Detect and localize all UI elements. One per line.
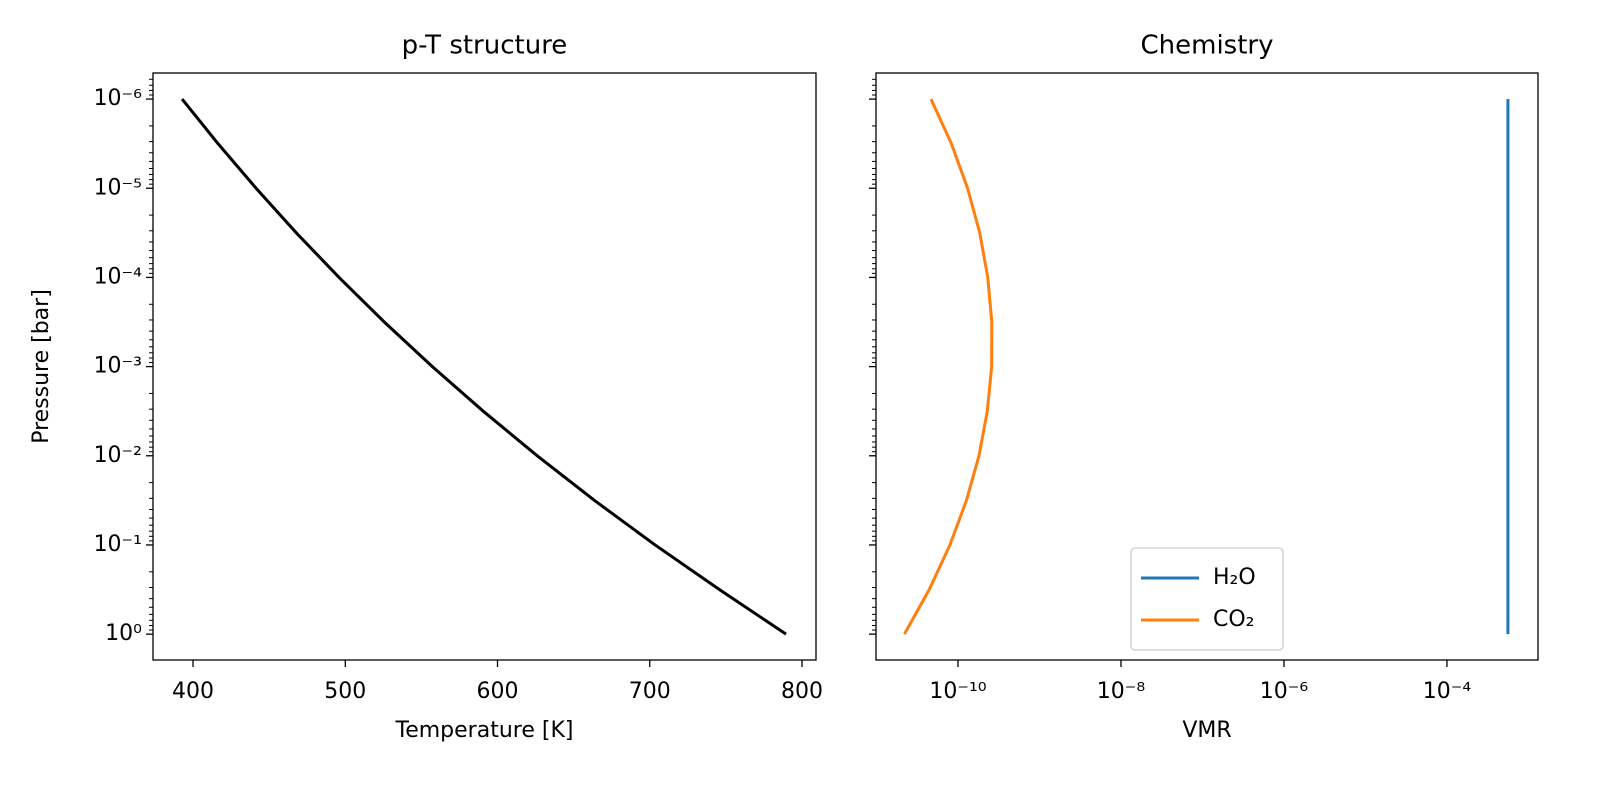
y-tick-label: 10⁻⁵ bbox=[94, 175, 142, 200]
chart-title: Chemistry bbox=[1141, 31, 1274, 61]
legend-label: CO₂ bbox=[1213, 607, 1255, 632]
axes-frame bbox=[152, 72, 817, 661]
y-tick-label: 10⁻³ bbox=[94, 354, 142, 379]
x-tick-label: 500 bbox=[324, 679, 366, 704]
series-line bbox=[903, 98, 994, 635]
x-tick-label: 10⁻⁶ bbox=[1260, 679, 1309, 704]
x-tick-label: 10⁻¹⁰ bbox=[929, 679, 986, 704]
chart-title: p-T structure bbox=[402, 31, 568, 61]
x-tick-label: 400 bbox=[172, 679, 214, 704]
x-tick-label: 700 bbox=[629, 679, 671, 704]
y-tick-label: 10⁻⁶ bbox=[94, 86, 143, 111]
x-tick-label: 800 bbox=[781, 679, 823, 704]
x-tick-label: 600 bbox=[477, 679, 519, 704]
x-axis-label: Temperature [K] bbox=[395, 718, 574, 743]
y-tick-label: 10⁰ bbox=[105, 621, 142, 646]
y-tick-label: 10⁻¹ bbox=[94, 532, 142, 557]
axes-frame bbox=[875, 72, 1539, 661]
series-line bbox=[180, 98, 787, 636]
legend-box bbox=[1130, 547, 1284, 651]
x-axis-label: VMR bbox=[1182, 718, 1231, 743]
y-axis-label: Pressure [bar] bbox=[29, 289, 54, 444]
y-tick-label: 10⁻⁴ bbox=[94, 264, 143, 289]
y-tick-label: 10⁻² bbox=[94, 443, 142, 468]
legend-label: H₂O bbox=[1213, 565, 1256, 590]
x-tick-label: 10⁻⁴ bbox=[1423, 679, 1472, 704]
x-tick-label: 10⁻⁸ bbox=[1097, 679, 1146, 704]
